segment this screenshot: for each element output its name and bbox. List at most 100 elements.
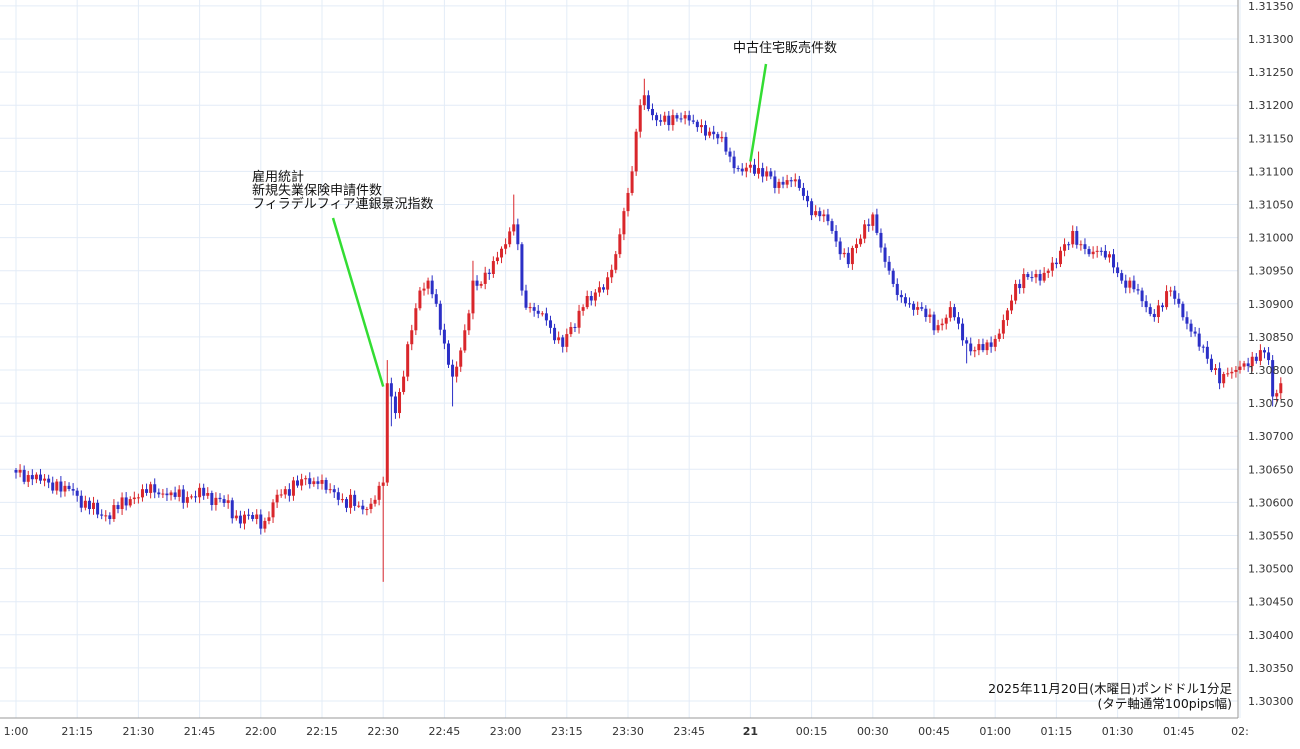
candle-body <box>797 179 801 188</box>
x-tick-label: 23:30 <box>612 725 644 738</box>
candle-body <box>336 492 340 500</box>
candle-body <box>451 364 455 377</box>
candle-body <box>854 244 858 248</box>
grid-lines <box>0 0 1241 718</box>
candle-body <box>34 474 38 480</box>
candle-body <box>459 350 463 367</box>
candle-body <box>630 171 634 193</box>
candle-body <box>1095 250 1099 252</box>
candle-body <box>1075 230 1079 245</box>
caption-line-2: (タテ軸通常100pips幅) <box>1098 696 1232 711</box>
candle-body <box>165 493 169 496</box>
candle-body <box>895 283 899 295</box>
candle-body <box>940 323 944 326</box>
x-tick-label: 22:15 <box>306 725 338 738</box>
candle-body <box>683 115 687 119</box>
candle-body <box>801 187 805 196</box>
candle-body <box>59 481 63 492</box>
candle-body <box>500 248 504 258</box>
candle-body <box>1250 356 1254 367</box>
candle-body <box>18 469 22 473</box>
candle-body <box>373 499 377 504</box>
candle-body <box>908 303 912 305</box>
candle-body <box>838 241 842 255</box>
candle-body <box>251 515 255 519</box>
candle-body <box>1014 283 1018 301</box>
candle-body <box>124 497 128 506</box>
candle-body <box>532 307 536 311</box>
candle-body <box>871 214 875 226</box>
candle-body <box>145 489 149 493</box>
candle-body <box>614 254 618 270</box>
candle-body <box>79 495 83 508</box>
candle-body <box>153 484 157 493</box>
candle-body <box>634 131 638 172</box>
candle-body <box>1193 331 1197 334</box>
candle-body <box>369 503 373 510</box>
x-tick-label: 21:30 <box>123 725 155 738</box>
candle-body <box>655 115 659 121</box>
candle-body <box>1140 290 1144 302</box>
candle-body <box>426 280 430 289</box>
candle-body <box>973 350 977 352</box>
candle-body <box>308 478 312 485</box>
candle-body <box>679 118 683 120</box>
x-tick-label: 00:15 <box>796 725 828 738</box>
candle-body <box>1214 368 1218 370</box>
x-tick-label: 21:15 <box>61 725 93 738</box>
candle-body <box>406 344 410 377</box>
candle-body <box>1099 250 1103 252</box>
candle-body <box>806 195 810 202</box>
candle-body <box>1173 290 1177 299</box>
candle-body <box>344 499 348 508</box>
candle-body <box>340 499 344 501</box>
candle-body <box>47 478 51 483</box>
candle-body <box>442 329 446 344</box>
candle-body <box>899 294 903 298</box>
candle-body <box>777 181 781 188</box>
candle-body <box>993 338 997 347</box>
candle-body <box>1091 251 1095 255</box>
y-tick-label: 1.31000 <box>1248 232 1294 245</box>
candle-body <box>38 474 42 481</box>
candle-body <box>157 492 161 495</box>
y-tick-label: 1.30350 <box>1248 662 1294 675</box>
candle-body <box>255 514 259 519</box>
candle-body <box>508 231 512 245</box>
candle-body <box>1107 254 1111 258</box>
candle-body <box>638 105 642 132</box>
x-tick-label: 21 <box>743 725 758 738</box>
candle-body <box>1022 274 1026 289</box>
candle-body <box>132 497 136 500</box>
candle-body <box>561 337 565 347</box>
candle-body <box>691 120 695 122</box>
candle-body <box>479 283 483 286</box>
candle-body <box>540 313 544 315</box>
y-tick-label: 1.30750 <box>1248 397 1294 410</box>
candle-body <box>418 290 422 309</box>
candle-body <box>891 270 895 284</box>
candle-body <box>516 224 520 245</box>
candle-body <box>573 326 577 328</box>
annotation-pointer <box>749 63 768 162</box>
candle-body <box>434 294 438 304</box>
candle-body <box>667 115 671 126</box>
candle-body <box>189 496 193 498</box>
candle-body <box>51 482 55 491</box>
candle-body <box>1275 393 1279 397</box>
x-tick-label: 21:45 <box>184 725 216 738</box>
x-tick-label: 23:45 <box>673 725 705 738</box>
candle-body <box>1079 244 1083 246</box>
candle-body <box>1018 283 1022 289</box>
candle-body <box>291 480 295 496</box>
x-tick-label: 01:15 <box>1041 725 1073 738</box>
candle-body <box>1177 298 1181 304</box>
candle-body <box>883 247 887 262</box>
candle-body <box>1026 274 1030 278</box>
y-tick-label: 1.30800 <box>1248 364 1294 377</box>
candle-body <box>1116 267 1120 274</box>
candle-body <box>128 499 132 506</box>
caption-line-1: 2025年11月20日(木曜日)ポンドドル1分足 <box>988 681 1232 696</box>
candle-body <box>965 340 969 344</box>
